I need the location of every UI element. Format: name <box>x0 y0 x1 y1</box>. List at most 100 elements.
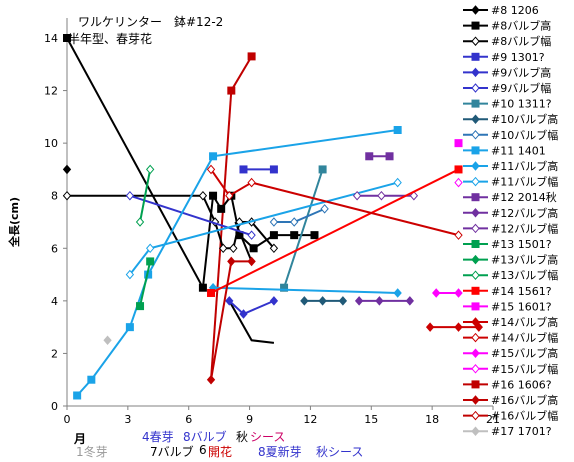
legend-swatch-marker <box>471 270 480 280</box>
series-0 <box>62 164 72 175</box>
legend-swatch-marker <box>471 67 480 78</box>
legend-item: #9バルブ高 <box>463 65 551 79</box>
data-point <box>409 190 419 201</box>
data-point <box>354 296 364 306</box>
legend-item: #11バルブ幅 <box>463 175 558 189</box>
footer-note-autumn: 秋 <box>236 430 249 444</box>
data-point <box>227 86 236 95</box>
legend-label: #16バルブ幅 <box>491 409 558 423</box>
legend-item: #10バルブ幅 <box>463 128 558 142</box>
data-point <box>247 256 256 267</box>
legend-item: #12 2014秋 <box>463 190 557 204</box>
legend-swatch-marker <box>471 332 480 343</box>
legend-item: #10 1311? <box>463 98 552 111</box>
legend-label: #13バルブ幅 <box>491 268 558 282</box>
data-point <box>269 217 279 227</box>
series-15 <box>136 257 155 311</box>
legend-swatch-marker <box>471 317 480 327</box>
data-point <box>318 296 327 306</box>
series-25 <box>206 256 256 385</box>
legend-label: #11バルブ高 <box>491 159 558 173</box>
data-point <box>300 296 309 306</box>
series-5 <box>125 190 256 240</box>
footer-note-flowering: 開花 <box>208 445 233 459</box>
data-point <box>249 244 258 253</box>
data-point <box>393 288 402 298</box>
data-point <box>135 217 145 227</box>
legend-item: #17 1701? <box>463 425 552 438</box>
legend-item: #10バルブ高 <box>463 112 558 126</box>
series-18 <box>207 165 463 297</box>
data-point <box>219 243 228 254</box>
legend-item: #16 1606? <box>463 378 552 391</box>
series-20 <box>425 322 483 332</box>
footer-note-spring-bud: 4春芽 <box>142 430 174 444</box>
series-8 <box>269 204 329 227</box>
legend-item: #9 1301? <box>463 51 545 64</box>
legend-label: #10バルブ高 <box>491 112 558 126</box>
data-point <box>454 230 463 240</box>
series-6 <box>280 165 327 292</box>
footer-note-winter-bud: 1冬芽 <box>76 445 108 459</box>
y-tick-label: 6 <box>51 242 58 255</box>
legend-item: #15バルブ幅 <box>463 362 558 376</box>
month-label: 月 <box>74 432 87 446</box>
data-point <box>73 391 82 400</box>
series-line <box>210 168 459 294</box>
y-tick-label: 12 <box>44 85 58 98</box>
legend-label: #14バルブ高 <box>491 315 558 329</box>
legend-label: #17 1701? <box>491 425 552 438</box>
x-tick-label: 15 <box>364 413 378 426</box>
data-point <box>320 204 329 214</box>
data-point <box>290 231 299 240</box>
series-1 <box>63 34 319 292</box>
series-21 <box>206 164 463 240</box>
legend-item: #16バルブ高 <box>463 393 558 407</box>
legend-item: #13バルブ高 <box>463 253 558 267</box>
legend-item: #15 1601? <box>463 300 552 313</box>
legend-label: #9バルブ高 <box>491 65 551 79</box>
legend-swatch-marker <box>471 223 480 234</box>
data-point <box>310 231 319 240</box>
legend-item: #14バルブ幅 <box>463 331 558 345</box>
legend-swatch-marker <box>471 21 480 30</box>
legend-label: #11 1401 <box>491 144 546 157</box>
y-tick-label: 8 <box>51 190 58 203</box>
legend-item: #8バルブ高 <box>463 19 551 33</box>
legend-label: #13バルブ高 <box>491 253 558 267</box>
legend-item: #14バルブ高 <box>463 315 558 329</box>
data-point <box>103 335 112 346</box>
legend-label: #16バルブ高 <box>491 393 558 407</box>
data-point <box>63 34 71 42</box>
data-point <box>454 139 463 148</box>
legend-label: #10 1311? <box>491 98 552 111</box>
legend-swatch-marker <box>471 286 480 295</box>
data-point <box>146 243 155 254</box>
series-4 <box>225 296 279 319</box>
footer-note-six: 6 <box>199 443 207 457</box>
series-line <box>139 261 152 307</box>
data-point <box>365 152 374 161</box>
data-point <box>206 374 216 385</box>
x-tick-label: 6 <box>185 413 192 426</box>
legend-swatch-marker <box>471 348 480 358</box>
legend-label: #12バルブ幅 <box>491 221 558 235</box>
legend-swatch-marker <box>471 380 480 389</box>
series-14 <box>352 190 419 201</box>
data-point <box>454 165 463 174</box>
data-point <box>125 269 135 280</box>
y-axis-label: 全長(cm) <box>7 197 21 248</box>
legend-swatch-marker <box>471 161 480 171</box>
data-point <box>146 257 155 266</box>
series-7 <box>300 296 348 306</box>
legend-swatch-marker <box>471 130 480 140</box>
data-point <box>225 190 234 201</box>
data-point <box>269 231 278 240</box>
data-point <box>269 296 279 306</box>
chart-title-line-2: 半年型、春芽花 <box>68 32 153 46</box>
legend-swatch-marker <box>471 395 480 405</box>
series-19 <box>454 139 463 148</box>
series-connector-line <box>228 300 275 344</box>
legend-label: #12バルブ高 <box>491 206 558 220</box>
data-point <box>454 322 463 332</box>
